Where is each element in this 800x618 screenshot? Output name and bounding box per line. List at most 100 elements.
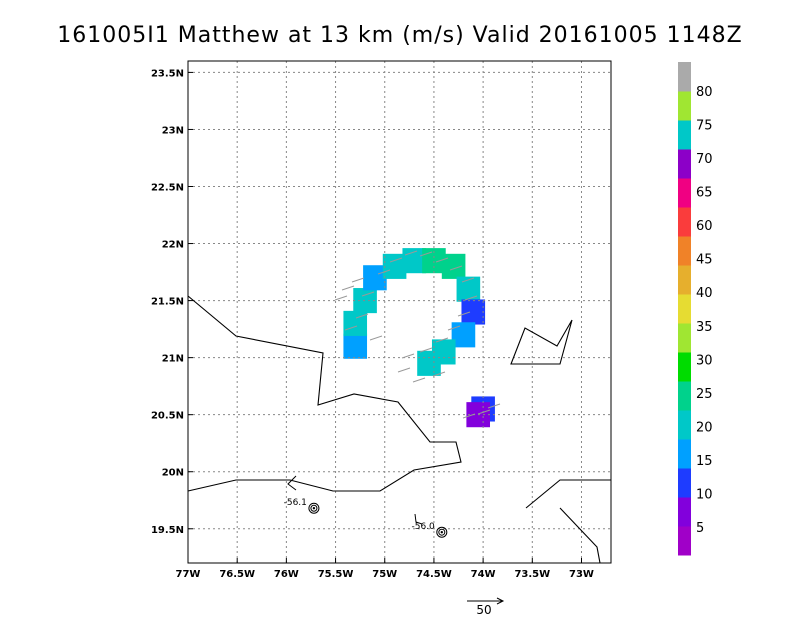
coastline — [559, 507, 601, 564]
colorbar-label: 30 — [696, 353, 713, 368]
colorbar-segment — [678, 410, 691, 440]
colorbar-segment — [678, 149, 691, 179]
colorbar-label: 60 — [696, 219, 713, 234]
x-axis-ticks: 77W 76.5W 76W 75.5W 75W 74.5W 74W 73.5W 73W — [176, 558, 594, 580]
wind-vector — [477, 409, 491, 415]
wind-vector — [461, 277, 475, 283]
colorbar-segment — [678, 439, 691, 469]
colorbar-segment — [678, 294, 691, 324]
storm-center-outer — [308, 502, 320, 514]
wind-vectors — [334, 250, 501, 419]
colorbar-segment — [678, 468, 691, 498]
wind-vector — [341, 285, 355, 291]
y-tick-label: 21N — [162, 354, 184, 365]
wind-cell — [422, 248, 446, 274]
y-tick-label: 21.5N — [151, 297, 184, 308]
colorbar-segment — [678, 236, 691, 266]
x-tick-label: 76.5W — [219, 569, 255, 580]
y-tick-label: 20.5N — [151, 411, 184, 422]
wind-cell — [456, 276, 481, 302]
reference-vector: 50 — [467, 597, 505, 617]
x-tick-label: 74.5W — [416, 569, 452, 580]
colorbar-segment — [678, 91, 691, 121]
wind-vector — [351, 277, 365, 283]
colorbar-label: 35 — [696, 320, 713, 335]
reference-arrow-head — [496, 597, 505, 605]
y-tick-label: 23N — [162, 125, 184, 136]
colorbar-label: 80 — [696, 85, 713, 100]
x-tick-label: 75W — [372, 569, 397, 580]
wind-cell — [363, 265, 387, 291]
colorbar-label: 15 — [696, 454, 713, 469]
y-tick-label: 20N — [162, 468, 184, 479]
colorbar-segment — [678, 381, 691, 411]
colorbar-segment — [678, 352, 691, 382]
wind-vector — [487, 403, 501, 409]
colorbar-segment — [678, 207, 691, 237]
colorbar-label: 40 — [696, 286, 713, 301]
wind-vector — [344, 325, 358, 331]
storm-center-inner — [438, 528, 446, 536]
wind-cell — [343, 310, 368, 336]
x-tick-label: 75.5W — [318, 569, 354, 580]
chart-title: 161005I1 Matthew at 13 km (m/s) Valid 20… — [57, 23, 742, 48]
colorbar-segment — [678, 265, 691, 295]
storm-center-outer — [436, 526, 448, 538]
storm-pressure-label: -56.1 — [284, 498, 307, 508]
wind-vector — [361, 291, 375, 297]
wind-vector — [464, 295, 478, 301]
colorbar-segment — [678, 120, 691, 150]
colorbar-label: 65 — [696, 186, 713, 201]
plot-frame — [187, 60, 612, 564]
wind-vector — [419, 251, 433, 257]
wind-vector — [419, 347, 433, 353]
wind-barb — [414, 513, 423, 525]
reference-vector-label: 50 — [476, 603, 491, 617]
wind-vector — [334, 295, 348, 301]
wind-field — [343, 248, 495, 428]
wind-vector — [449, 265, 463, 271]
wind-vector — [435, 337, 449, 343]
colorbar-segment — [678, 178, 691, 208]
grid-lines — [188, 61, 611, 563]
wind-cell — [451, 322, 476, 348]
y-tick-label: 19.5N — [151, 525, 184, 536]
colorbar-segment — [678, 497, 691, 527]
wind-vector — [389, 257, 403, 263]
coastline — [187, 295, 462, 492]
wind-cell — [461, 299, 486, 325]
wind-vector — [355, 313, 369, 319]
wind-cell — [382, 253, 407, 279]
wind-vector — [462, 413, 476, 419]
colorbar-label: 5 — [696, 521, 704, 536]
colorbar-label: 70 — [696, 152, 713, 167]
colorbar-segment — [678, 526, 691, 556]
wind-vector — [457, 311, 471, 317]
wind-vector — [401, 353, 415, 359]
wind-cell — [441, 253, 466, 279]
colorbar-segment — [678, 323, 691, 353]
wind-vector — [435, 257, 449, 263]
wind-vector — [412, 377, 426, 383]
colorbar-label: 75 — [696, 119, 713, 134]
x-tick-label: 73W — [569, 569, 594, 580]
coastlines — [187, 295, 611, 564]
y-tick-label: 22N — [162, 240, 184, 251]
x-tick-label: 73.5W — [514, 569, 550, 580]
wind-cell — [353, 288, 377, 314]
wind-vector — [369, 335, 383, 341]
storm-pressure-label: -56.0 — [412, 522, 436, 532]
colorbar-label: 20 — [696, 420, 713, 435]
colorbar-label: 45 — [696, 253, 713, 268]
storm-centers: -56.1 -56.0 — [284, 475, 448, 538]
storm-center-dot — [312, 507, 316, 510]
coastline — [525, 479, 611, 509]
x-tick-label: 74W — [471, 569, 496, 580]
y-tick-label: 23.5N — [151, 68, 184, 79]
storm-center-inner — [310, 504, 318, 512]
wind-cell — [417, 350, 441, 376]
wind-vector — [377, 269, 391, 275]
colorbar-label: 25 — [696, 387, 713, 402]
storm-center-dot — [440, 530, 443, 534]
